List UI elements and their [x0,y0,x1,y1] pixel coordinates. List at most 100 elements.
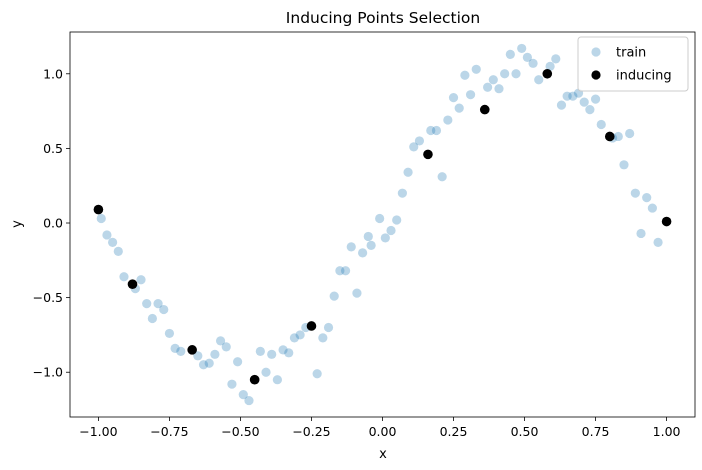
legend-label-train: train [616,46,646,61]
x-tick-label: 0.25 [440,424,468,439]
train-point [204,358,214,368]
train-point [636,228,646,239]
train-point [494,84,504,94]
train-point [278,345,288,355]
train-point [517,43,527,54]
train-point [545,61,555,71]
legend-marker-train [591,47,601,57]
train-point [568,91,578,101]
train-point [431,125,442,136]
train-point [340,266,351,276]
legend-marker-inducing [591,70,601,80]
train-point [233,357,243,367]
train-point [380,233,390,243]
train-point [312,369,322,379]
y-tick-label: −1.0 [33,365,63,380]
inducing-point [306,321,317,331]
train-point [159,304,169,315]
train-point [386,225,396,236]
legend-box [577,36,689,92]
inducing-point [542,68,553,79]
train-point [210,349,220,359]
train-point [193,351,203,361]
train-point [409,142,419,152]
train-point [261,367,271,377]
train-point [471,64,481,74]
legend-label-inducing: inducing [616,69,672,84]
x-axis-label: x [379,447,387,462]
train-point [335,266,345,276]
train-point [397,188,407,198]
train-point [363,231,373,242]
train-point [136,275,146,285]
inducing-point [661,216,672,227]
train-point [511,69,521,79]
plot-area: −1.00 −0.75 −0.50 −0.25 0.00 0.25 0.50 0.75 1.00… [33,31,696,439]
train-point [630,188,640,198]
train-point [426,125,436,136]
inducing-point [93,204,104,215]
train-point [221,342,231,352]
train-point [551,54,561,64]
train-point [528,58,538,68]
inducing-point [249,374,260,385]
train-point [215,336,226,346]
y-tick-label: 1.0 [43,66,63,81]
train-point [448,93,459,103]
train-point [153,298,163,309]
x-tick-label: −0.75 [150,424,188,439]
train-point [625,128,635,139]
y-tick-label: 0.5 [43,141,63,156]
train-point [375,213,385,224]
chart-title: Inducing Points Selection [286,9,480,27]
train-point [102,230,112,240]
x-tick-label: 1.00 [653,424,681,439]
train-point [613,131,623,142]
inducing-point [127,279,138,289]
train-point [642,193,652,203]
train-point [272,375,282,385]
train-point [483,82,493,92]
train-point [647,203,657,213]
train-point [488,75,498,85]
train-point [352,288,362,298]
train-point [505,49,515,59]
train-point [119,272,129,282]
train-point [585,104,595,115]
train-point [289,333,300,343]
train-point [238,390,248,400]
train-point [108,237,118,248]
train-point [534,75,544,85]
train-point [579,97,589,107]
train-point [454,103,464,113]
train-point [392,215,402,225]
train-point [164,328,175,339]
x-tick-label: 0.50 [511,424,539,439]
axes-frame [69,31,696,418]
train-point [170,343,180,353]
train-point [590,94,601,104]
inducing-point [479,104,490,115]
train-point [556,100,567,110]
train-point [147,313,157,324]
train-point [267,349,277,359]
train-point [142,298,152,309]
train-point [596,119,606,130]
train-point [443,115,453,125]
train-point [329,291,339,301]
train-point [366,240,376,250]
train-point [295,330,305,340]
inducing-point [604,131,615,142]
inducing-point [187,345,197,355]
train-point [460,70,470,80]
train-point [227,379,237,389]
train-point [255,346,265,356]
train-point [522,52,532,62]
train-point [318,333,328,343]
train-point [323,322,334,333]
train-point [437,172,447,182]
x-tick-label: −0.50 [221,424,259,439]
train-point [562,91,572,101]
train-point [358,248,368,258]
